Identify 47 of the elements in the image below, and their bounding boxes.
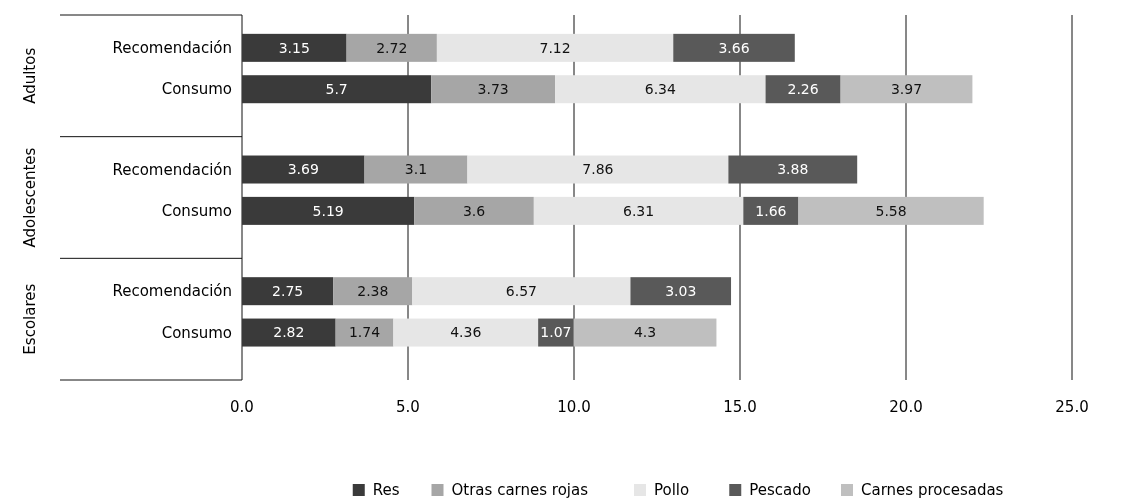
data-label: 1.74 — [348, 324, 381, 341]
data-label: 3.97 — [890, 81, 923, 98]
data-label: 3.1 — [404, 161, 428, 178]
text: Adolescentes — [21, 147, 40, 248]
data-label: 3.6 — [462, 202, 486, 219]
x-tick-label: 0.0 — [230, 398, 254, 417]
data-label: 5.19 — [312, 202, 344, 219]
y-tick-label: Recomendación — [112, 160, 232, 179]
data-label: 5.7 — [325, 81, 348, 98]
data-label: 6.31 — [622, 202, 655, 219]
legend-label: Carnes procesadas — [861, 481, 1004, 500]
x-tick-label: 10.0 — [557, 398, 591, 417]
legend-label: Otras carnes rojas — [451, 481, 589, 500]
legend-label: Res — [372, 481, 400, 500]
x-tick-label: 20.0 — [889, 398, 923, 417]
data-label: 4.3 — [633, 324, 657, 341]
legend-label: Pollo — [654, 481, 690, 500]
data-label: 3.69 — [287, 161, 319, 178]
data-label: 1.66 — [755, 202, 787, 219]
data-label: 2.75 — [272, 283, 304, 300]
y-tick-label: Consumo — [161, 323, 232, 342]
y-tick-label: Consumo — [161, 80, 232, 99]
data-label: 3.66 — [718, 39, 750, 56]
data-label: 2.72 — [376, 39, 408, 56]
data-label: 2.26 — [787, 81, 819, 98]
text: Adultos — [21, 47, 40, 104]
data-label: 6.57 — [505, 283, 537, 300]
y-tick-label: Consumo — [161, 202, 232, 221]
data-label: 3.15 — [278, 39, 310, 56]
x-tick-label: 25.0 — [1055, 398, 1089, 417]
data-label: 3.88 — [777, 161, 809, 178]
data-label: 7.86 — [582, 161, 614, 178]
data-label: 3.73 — [477, 81, 509, 98]
data-label: 2.82 — [273, 324, 305, 341]
data-label: 7.12 — [539, 39, 571, 56]
text: Escolares — [21, 283, 40, 355]
legend-label: Pescado — [749, 481, 811, 500]
data-label: 4.36 — [450, 324, 482, 341]
data-label: 2.38 — [357, 283, 389, 300]
data-label: 1.07 — [540, 324, 572, 341]
data-label: 3.03 — [665, 283, 697, 300]
data-label: 5.58 — [875, 202, 907, 219]
y-tick-label: Recomendación — [112, 282, 232, 301]
y-tick-label: Recomendación — [112, 39, 232, 58]
x-tick-label: 15.0 — [723, 398, 757, 417]
data-label: 6.34 — [644, 81, 676, 98]
x-tick-label: 5.0 — [396, 398, 420, 417]
